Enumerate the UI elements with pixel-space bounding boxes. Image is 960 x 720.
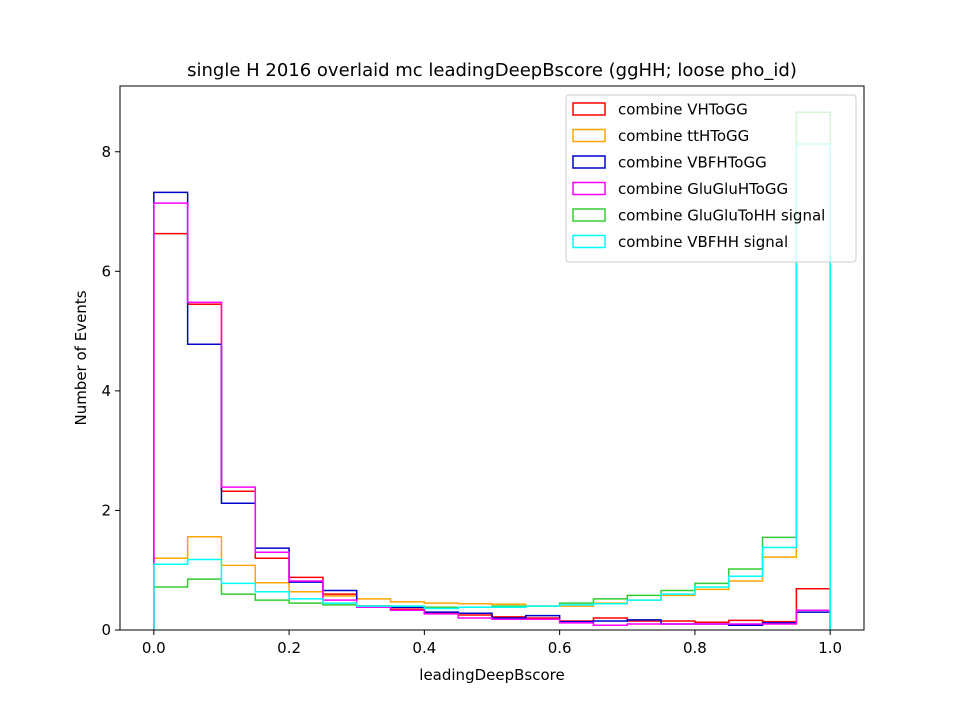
y-tick-label: 4 <box>101 382 111 400</box>
legend-swatch <box>572 102 606 116</box>
y-tick-label: 8 <box>101 143 111 161</box>
legend-label: combine GluGluHToGG <box>618 180 788 198</box>
legend-swatch <box>572 181 606 196</box>
x-tick-label: 1.0 <box>818 639 842 657</box>
y-axis: 0 2 4 6 8 <box>101 143 120 639</box>
legend-label: combine VBFHH signal <box>618 233 788 251</box>
y-tick-label: 0 <box>101 621 111 639</box>
legend-swatch <box>572 128 606 143</box>
legend-swatch <box>572 234 606 249</box>
x-tick-label: 0.2 <box>277 639 301 657</box>
legend-swatch <box>572 208 606 222</box>
x-tick-label: 0.0 <box>142 639 166 657</box>
axes-frame <box>119 85 865 631</box>
x-axis-label: leadingDeepBscore <box>419 666 564 684</box>
x-tick-label: 0.4 <box>412 639 436 657</box>
legend-label: combine GluGluToHH signal <box>618 207 825 225</box>
plot-area <box>119 85 865 631</box>
legend-label: combine VHToGG <box>618 101 748 119</box>
legend-label: combine VBFHToGG <box>618 154 767 172</box>
series-line-3 <box>153 202 831 630</box>
legend: combine VHToGG combine ttHToGG combine VBF… <box>565 94 857 263</box>
x-tick-label: 0.8 <box>683 639 707 657</box>
legend-swatch <box>572 155 606 169</box>
y-axis-label: Number of Events <box>72 290 90 425</box>
x-axis: 0.0 0.2 0.4 0.6 0.8 1.0 <box>142 630 842 657</box>
series-line-5 <box>153 143 831 630</box>
x-tick-label: 0.6 <box>548 639 572 657</box>
y-tick-label: 6 <box>101 262 111 280</box>
series-line-4 <box>153 111 831 630</box>
legend-box <box>565 94 857 263</box>
y-tick-label: 2 <box>101 501 111 519</box>
legend-label: combine ttHToGG <box>618 127 749 145</box>
chart-title: single H 2016 overlaid mc leadingDeepBsc… <box>187 60 797 81</box>
